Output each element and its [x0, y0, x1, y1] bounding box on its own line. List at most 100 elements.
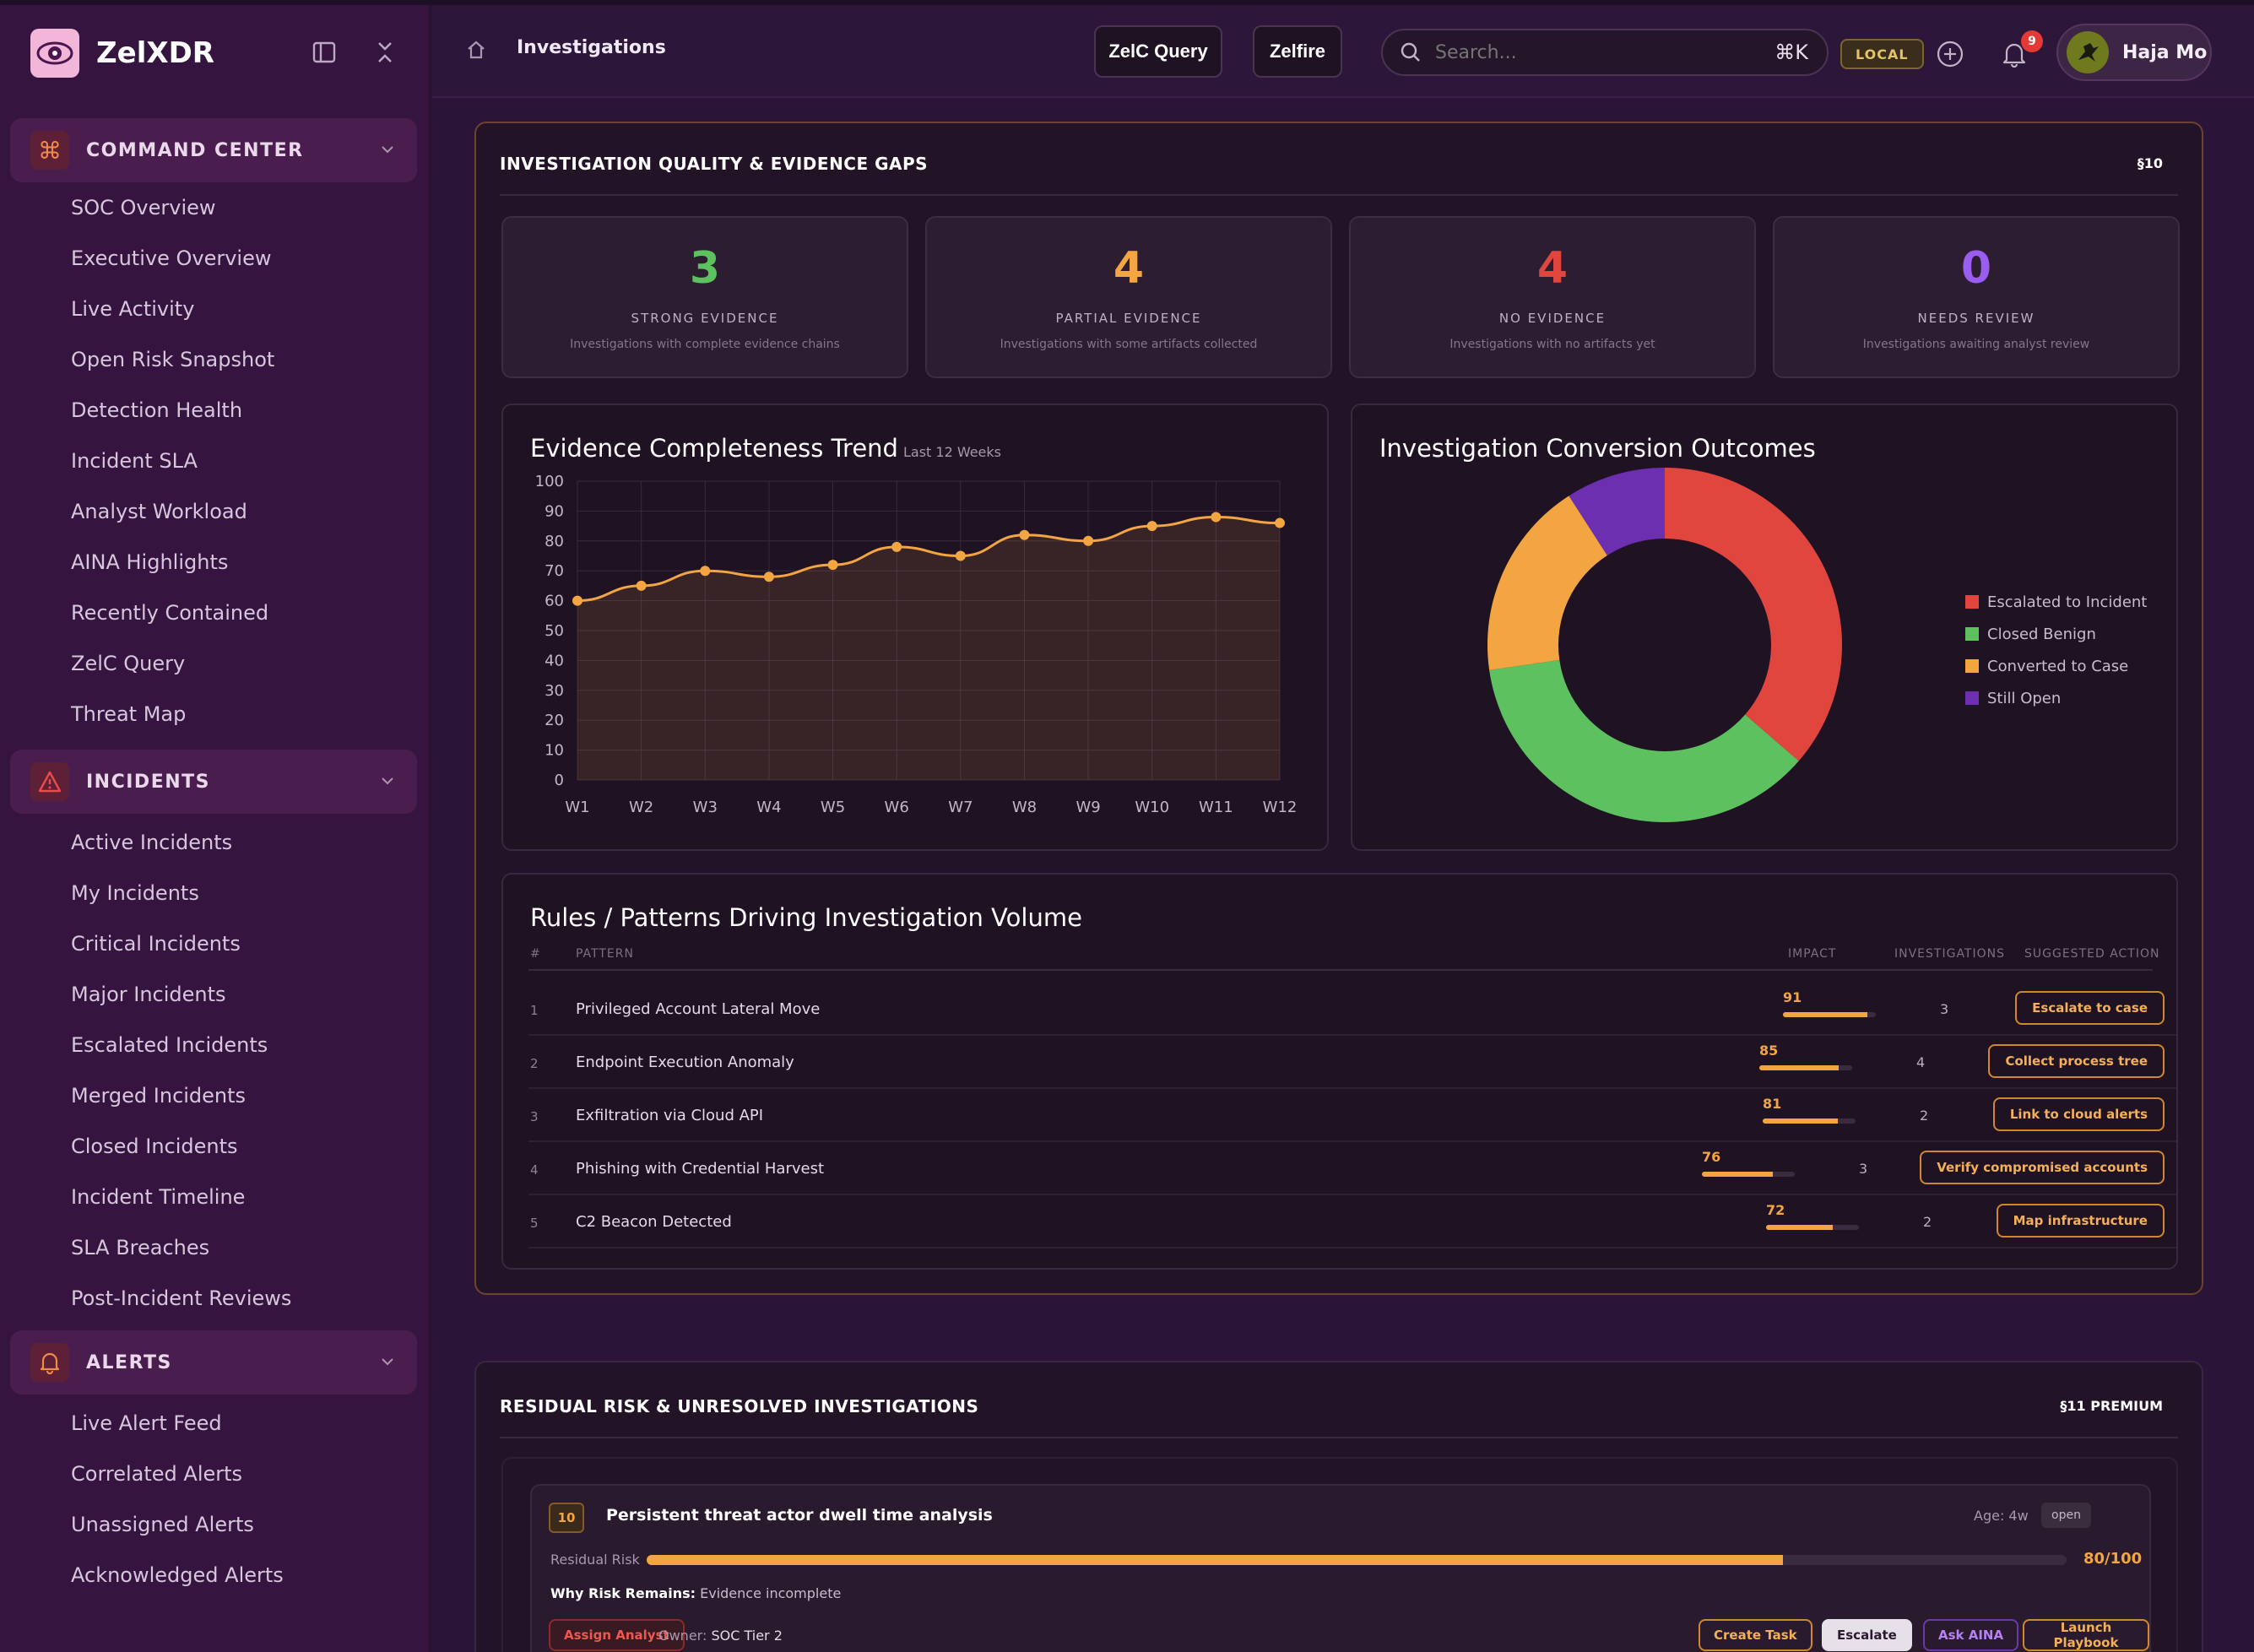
- residual-item-title: Persistent threat actor dwell time analy…: [606, 1506, 993, 1525]
- sidebar-item-my-incidents[interactable]: My Incidents: [71, 881, 199, 905]
- sidebar-item-merged-incidents[interactable]: Merged Incidents: [71, 1084, 247, 1108]
- sidebar-item-live-activity[interactable]: Live Activity: [71, 297, 195, 321]
- chevron-down-icon: [382, 777, 393, 785]
- ask-aina-button[interactable]: Ask AINA: [1923, 1619, 2019, 1651]
- sidebar-item-closed-incidents[interactable]: Closed Incidents: [71, 1135, 238, 1158]
- impact-value: 85: [1759, 1043, 1779, 1059]
- legend-item: Closed Benign: [1965, 618, 2147, 650]
- y-tick-label: 10: [545, 742, 564, 760]
- sidebar-item-major-incidents[interactable]: Major Incidents: [71, 983, 226, 1006]
- impact-bar: [1766, 1225, 1859, 1230]
- legend-item: Still Open: [1965, 682, 2147, 714]
- user-name: Haja Mo: [2122, 41, 2208, 63]
- search-box[interactable]: ⌘K: [1381, 29, 1829, 76]
- sidebar-item-live-alert-feed[interactable]: Live Alert Feed: [71, 1411, 222, 1435]
- create-task-button[interactable]: Create Task: [1699, 1619, 1812, 1651]
- sidebar-item-escalated-incidents[interactable]: Escalated Incidents: [71, 1033, 268, 1057]
- data-point: [1275, 517, 1285, 528]
- donut-slice[interactable]: [1487, 496, 1607, 670]
- suggested-action-button[interactable]: Map infrastructure: [1996, 1204, 2165, 1238]
- sidebar-item-recently-contained[interactable]: Recently Contained: [71, 601, 269, 625]
- data-point: [636, 580, 647, 591]
- stat-description: Investigations with complete evidence ch…: [570, 338, 840, 351]
- impact-fill: [1783, 1012, 1868, 1017]
- command-icon: ⌘: [30, 131, 69, 170]
- y-tick-label: 30: [545, 682, 564, 700]
- stat-label: NO EVIDENCE: [1498, 311, 1607, 326]
- sidebar-item-analyst-workload[interactable]: Analyst Workload: [71, 500, 247, 523]
- sidebar-item-active-incidents[interactable]: Active Incidents: [71, 831, 233, 854]
- sidebar-item-open-risk-snapshot[interactable]: Open Risk Snapshot: [71, 348, 275, 371]
- suggested-action-button[interactable]: Verify compromised accounts: [1920, 1151, 2165, 1184]
- sidebar-item-threat-map[interactable]: Threat Map: [71, 702, 187, 726]
- row-investigations: 3: [1940, 1001, 1949, 1017]
- col-header-action: SUGGESTED ACTION: [2024, 947, 2160, 961]
- x-tick-label: W2: [629, 799, 653, 816]
- sidebar-item-incident-sla[interactable]: Incident SLA: [71, 449, 198, 473]
- section-alerts[interactable]: ALERTS: [10, 1330, 417, 1395]
- impact-fill: [1702, 1172, 1773, 1177]
- stat-label: NEEDS REVIEW: [1917, 311, 2035, 326]
- sidebar-item-detection-health[interactable]: Detection Health: [71, 398, 243, 422]
- x-tick-label: W5: [821, 799, 845, 816]
- sidebar-item-zelc-query[interactable]: ZelC Query: [71, 652, 186, 675]
- escalate-button[interactable]: Escalate: [1822, 1619, 1912, 1651]
- table-row: 3 Exfiltration via Cloud API 81 2 Link t…: [528, 1089, 2176, 1142]
- section-label: ALERTS: [86, 1351, 172, 1373]
- stat-strong-evidence: 3 STRONG EVIDENCE Investigations with co…: [501, 216, 908, 378]
- user-menu[interactable]: Haja Mo: [2056, 24, 2212, 81]
- sidebar-layout-icon[interactable]: [307, 35, 341, 69]
- col-header-pattern: PATTERN: [576, 947, 634, 961]
- sidebar-item-aina-highlights[interactable]: AINA Highlights: [71, 550, 229, 574]
- suggested-action-button[interactable]: Escalate to case: [2015, 991, 2165, 1025]
- table-row: 5 C2 Beacon Detected 72 2 Map infrastruc…: [528, 1195, 2176, 1248]
- donut-slice[interactable]: [1665, 468, 1842, 761]
- residual-list: [501, 1457, 2178, 1652]
- section-incidents[interactable]: INCIDENTS: [10, 750, 417, 814]
- data-point: [955, 550, 966, 561]
- row-pattern: Phishing with Credential Harvest: [576, 1160, 825, 1178]
- divider: [500, 194, 2178, 196]
- stat-label: STRONG EVIDENCE: [631, 311, 779, 326]
- sidebar-item-acknowledged-alerts[interactable]: Acknowledged Alerts: [71, 1563, 284, 1587]
- sidebar-item-sla-breaches[interactable]: SLA Breaches: [71, 1236, 210, 1259]
- add-icon[interactable]: [1935, 39, 1965, 69]
- risk-label: Residual Risk: [550, 1552, 640, 1568]
- sidebar-item-soc-overview[interactable]: SOC Overview: [71, 196, 216, 219]
- search-input[interactable]: [1435, 41, 1747, 63]
- brand[interactable]: ZelXDR: [30, 25, 214, 81]
- bell-icon[interactable]: [1999, 39, 2029, 69]
- sidebar-item-critical-incidents[interactable]: Critical Incidents: [71, 932, 241, 956]
- section-command-center[interactable]: ⌘ COMMAND CENTER: [10, 118, 417, 182]
- sidebar-item-correlated-alerts[interactable]: Correlated Alerts: [71, 1462, 243, 1486]
- impact-bar: [1783, 1012, 1876, 1017]
- donut-slice[interactable]: [1489, 659, 1799, 823]
- sidebar-item-unassigned-alerts[interactable]: Unassigned Alerts: [71, 1513, 254, 1536]
- chart-subtitle: Last 12 Weeks: [902, 444, 1001, 460]
- y-tick-label: 70: [545, 562, 564, 580]
- priority-badge: 10: [549, 1503, 584, 1533]
- impact-value: 72: [1766, 1202, 1785, 1218]
- assign-analyst-button[interactable]: Assign Analyst: [549, 1619, 685, 1651]
- donut-slice[interactable]: [1569, 468, 1665, 556]
- row-num: 3: [530, 1109, 539, 1124]
- sidebar-item-executive-overview[interactable]: Executive Overview: [71, 246, 272, 270]
- zelc-query-button[interactable]: ZelC Query: [1094, 25, 1222, 78]
- x-tick-label: W1: [565, 799, 589, 816]
- sidebar-item-incident-timeline[interactable]: Incident Timeline: [71, 1185, 246, 1209]
- divider: [500, 1437, 2178, 1438]
- y-tick-label: 90: [545, 502, 564, 520]
- launch-playbook-button[interactable]: Launch Playbook: [2023, 1619, 2149, 1651]
- home-icon[interactable]: [466, 39, 486, 64]
- zelfire-button[interactable]: Zelfire: [1253, 25, 1342, 78]
- x-tick-label: W4: [756, 799, 781, 816]
- stat-no-evidence: 4 NO EVIDENCE Investigations with no art…: [1349, 216, 1756, 378]
- risk-fill: [647, 1555, 1783, 1565]
- chevron-down-icon: [382, 1358, 393, 1366]
- search-shortcut: ⌘K: [1774, 41, 1808, 64]
- suggested-action-button[interactable]: Collect process tree: [1988, 1044, 2165, 1078]
- suggested-action-button[interactable]: Link to cloud alerts: [1992, 1097, 2165, 1131]
- brand-logo-icon: [30, 29, 79, 78]
- collapse-icon[interactable]: [368, 35, 402, 69]
- sidebar-item-post-incident-reviews[interactable]: Post-Incident Reviews: [71, 1286, 292, 1310]
